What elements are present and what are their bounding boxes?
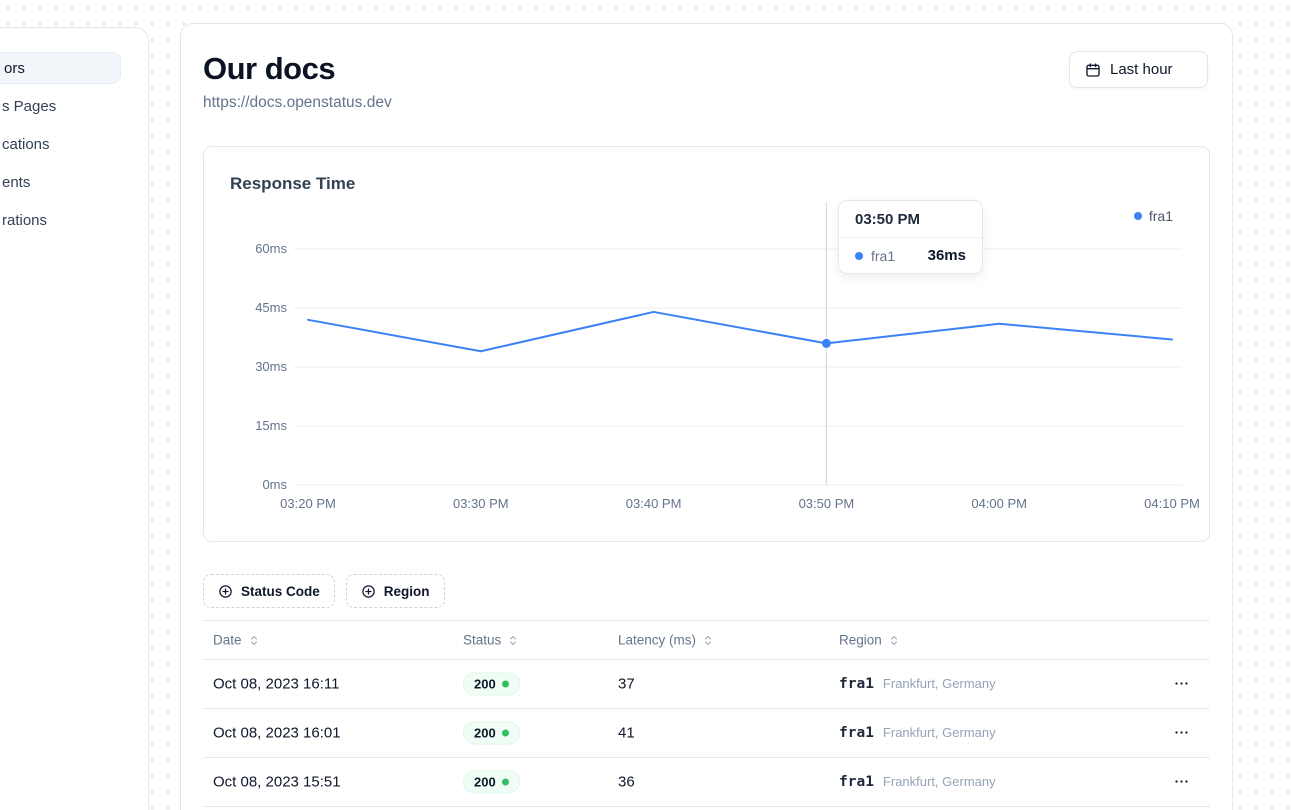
sort-icon: [705, 635, 712, 645]
region-name: Frankfurt, Germany: [882, 725, 996, 740]
filter-label: Region: [383, 583, 430, 599]
status-ok-dot-icon: [501, 729, 509, 737]
sort-icon: [250, 635, 257, 645]
filter-label: Status Code: [241, 583, 320, 599]
sidebar-item-label: cations: [2, 135, 50, 153]
x-axis-tick: 03:30 PM: [452, 496, 509, 511]
row-actions-button[interactable]: [1167, 720, 1196, 745]
sidebar-item-label: rations: [2, 211, 48, 229]
table-header-row: Date Status Latency (ms) Region: [203, 620, 1210, 660]
tooltip-time: 03:50 PM: [839, 201, 982, 238]
tooltip-value: 36ms: [927, 247, 966, 264]
calendar-icon: [1085, 62, 1101, 78]
cell-region: fra1 Frankfurt, Germany: [839, 676, 996, 692]
cell-date: Oct 08, 2023 15:51: [213, 773, 341, 791]
legend-series-label: fra1: [1148, 208, 1173, 224]
sidebar-item-monitors[interactable]: ors: [0, 52, 121, 84]
cell-latency: 37: [618, 675, 635, 693]
row-actions-button[interactable]: [1167, 671, 1196, 696]
column-label: Region: [839, 632, 882, 648]
sidebar: ors s Pages cations ents rations: [0, 27, 149, 810]
row-actions-button[interactable]: [1167, 769, 1196, 794]
sidebar-item-label: s Pages: [2, 97, 57, 115]
plus-circle-icon: [361, 584, 376, 599]
filter-bar: Status Code Region: [203, 574, 445, 608]
chart-tooltip: 03:50 PM fra1 36ms: [838, 200, 983, 274]
page-title: Our docs: [203, 51, 336, 86]
cell-region: fra1 Frankfurt, Germany: [839, 725, 996, 741]
response-time-card: Response Time fra1 60ms 45ms 30ms 15ms 0…: [203, 146, 1210, 542]
add-status-code-filter-button[interactable]: Status Code: [203, 574, 335, 608]
ellipsis-icon: [1175, 731, 1188, 734]
status-code: 200: [474, 774, 496, 790]
add-region-filter-button[interactable]: Region: [345, 574, 445, 608]
region-code: fra1: [839, 676, 874, 692]
cell-date: Oct 08, 2023 16:11: [213, 675, 340, 693]
column-header-status[interactable]: Status: [463, 633, 519, 648]
cell-latency: 36: [618, 773, 635, 791]
y-axis-tick: 15ms: [255, 418, 287, 433]
status-code: 200: [474, 676, 496, 692]
tooltip-series-dot: [855, 251, 863, 260]
response-time-chart[interactable]: [204, 147, 1211, 543]
table-row[interactable]: Oct 08, 2023 16:11 200 37 fra1 Frankfurt…: [203, 660, 1210, 709]
legend-item-fra1[interactable]: fra1: [1133, 208, 1173, 224]
sidebar-item-incidents[interactable]: ents: [0, 166, 148, 198]
region-code: fra1: [839, 774, 874, 790]
requests-table: Date Status Latency (ms) Region: [203, 620, 1210, 807]
y-axis-tick: 0ms: [262, 477, 287, 492]
x-axis-tick: 03:40 PM: [625, 496, 682, 511]
column-header-latency[interactable]: Latency (ms): [618, 633, 714, 648]
tooltip-series-label: fra1: [871, 247, 896, 264]
sort-icon: [890, 635, 897, 645]
status-badge: 200: [463, 770, 520, 794]
sidebar-item-label: ents: [2, 173, 31, 191]
sidebar-item-label: ors: [4, 59, 25, 77]
series-line-fra1: [307, 310, 1173, 353]
active-data-point: [821, 338, 831, 348]
status-badge: 200: [463, 721, 520, 745]
monitor-url: https://docs.openstatus.dev: [203, 94, 392, 111]
cell-date: Oct 08, 2023 16:01: [213, 724, 341, 742]
main-panel: Our docs https://docs.openstatus.dev Las…: [180, 23, 1233, 810]
x-axis-tick: 03:20 PM: [280, 496, 336, 511]
plus-circle-icon: [218, 584, 233, 599]
sidebar-item-status-pages[interactable]: s Pages: [0, 90, 148, 122]
table-row[interactable]: Oct 08, 2023 15:51 200 36 fra1 Frankfurt…: [203, 758, 1210, 807]
cell-status: 200: [463, 770, 520, 794]
ellipsis-icon: [1175, 682, 1188, 685]
column-header-region[interactable]: Region: [839, 633, 900, 648]
table-row[interactable]: Oct 08, 2023 16:01 200 41 fra1 Frankfurt…: [203, 709, 1210, 758]
region-name: Frankfurt, Germany: [882, 676, 996, 691]
time-range-button[interactable]: Last hour: [1069, 51, 1208, 88]
status-badge: 200: [463, 672, 520, 696]
cell-latency: 41: [618, 724, 635, 742]
cell-region: fra1 Frankfurt, Germany: [839, 774, 996, 790]
sort-icon: [510, 635, 517, 645]
legend-series-dot: [1133, 212, 1142, 220]
sidebar-item-notifications[interactable]: cations: [0, 128, 148, 160]
status-ok-dot-icon: [501, 778, 509, 786]
column-label: Status: [463, 632, 502, 648]
y-axis-tick: 30ms: [255, 359, 287, 374]
x-axis-tick: 04:10 PM: [1144, 496, 1200, 511]
time-range-label: Last hour: [1110, 61, 1173, 78]
sidebar-item-integrations[interactable]: rations: [0, 204, 148, 236]
x-axis-tick: 04:00 PM: [971, 496, 1028, 511]
ellipsis-icon: [1175, 780, 1188, 783]
chart-title: Response Time: [230, 174, 356, 193]
column-label: Latency (ms): [618, 632, 697, 648]
y-axis-tick: 60ms: [255, 241, 287, 256]
region-code: fra1: [839, 725, 874, 741]
y-axis-tick: 45ms: [255, 300, 287, 315]
status-code: 200: [474, 725, 496, 741]
status-ok-dot-icon: [501, 680, 509, 688]
cell-status: 200: [463, 672, 520, 696]
column-header-date[interactable]: Date: [213, 633, 260, 648]
column-label: Date: [213, 632, 242, 648]
region-name: Frankfurt, Germany: [882, 774, 996, 789]
x-axis-tick: 03:50 PM: [798, 496, 855, 511]
cell-status: 200: [463, 721, 520, 745]
grid-lines: [294, 248, 1182, 486]
